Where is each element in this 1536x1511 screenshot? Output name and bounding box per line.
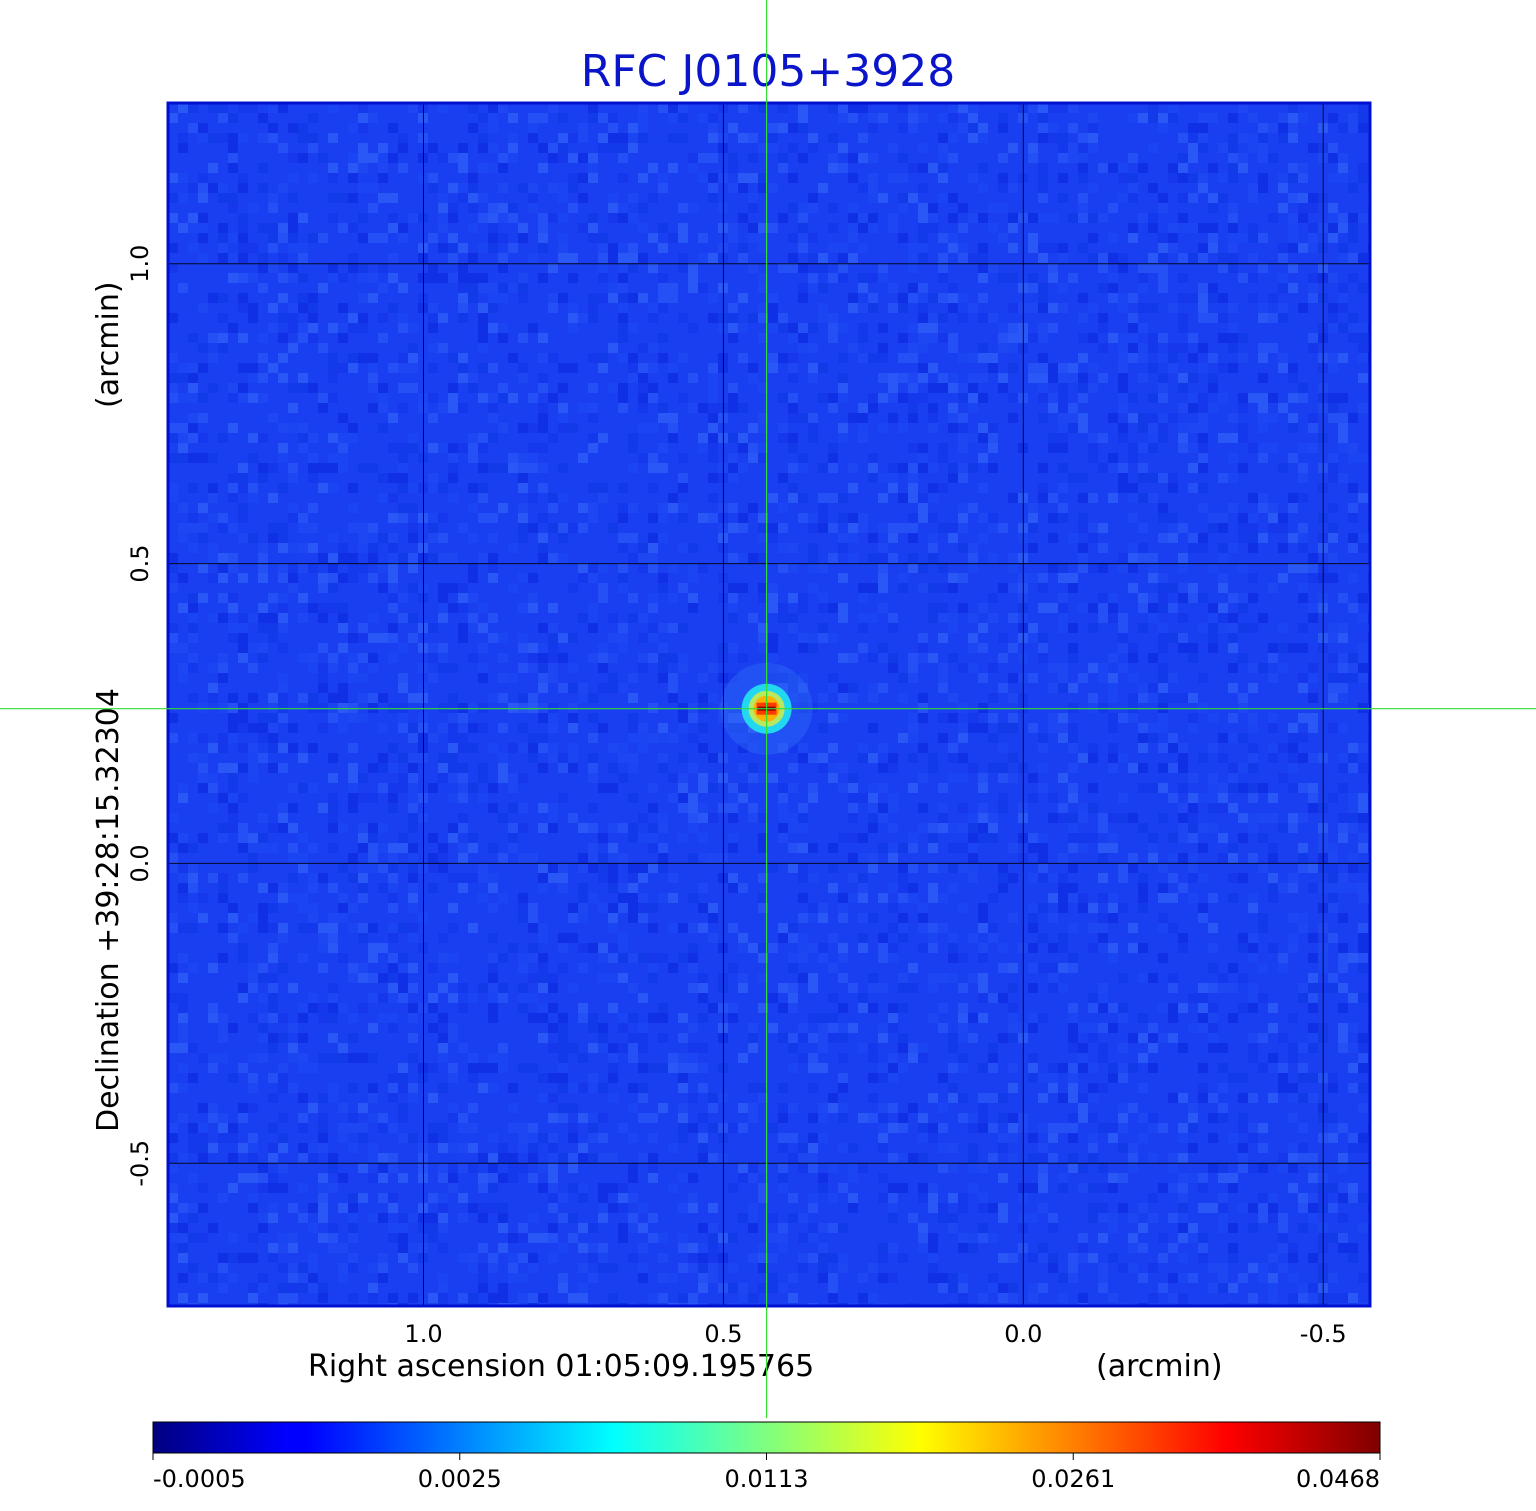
crosshair: [0, 0, 1536, 1418]
coordinate-grid: [168, 103, 1370, 1306]
colorbar-tick-label-0: -0.0005: [153, 1465, 246, 1493]
x-tick-label-3: -0.5: [1300, 1320, 1347, 1348]
colorbar: -0.0005 0.0025 0.0113 0.0261 0.0468: [152, 1421, 1381, 1493]
y-tick-label-1: 0.5: [126, 544, 154, 582]
colorbar-tick-label-2: 0.0113: [725, 1465, 809, 1493]
colorbar-tick-labels: -0.0005 0.0025 0.0113 0.0261 0.0468: [152, 1453, 1381, 1493]
y-tick-label-3: -0.5: [126, 1140, 154, 1187]
y-axis-label: Declination +39:28:15.32304: [91, 688, 126, 1132]
chart-title: RFC J0105+3928: [581, 46, 955, 97]
x-axis-unit: (arcmin): [1096, 1349, 1223, 1384]
y-tick-label-0: 1.0: [126, 245, 154, 283]
colorbar-tick-label-3: 0.0261: [1031, 1465, 1115, 1493]
x-axis-label: Right ascension 01:05:09.195765: [308, 1349, 814, 1384]
colorbar-gradient: [152, 1421, 1381, 1454]
x-tick-labels: 1.0 0.5 0.0 -0.5: [404, 1320, 1346, 1348]
plot-area: [166, 101, 1372, 1308]
y-tick-labels: 1.0 0.5 0.0 -0.5: [126, 245, 154, 1187]
y-axis-unit: (arcmin): [91, 281, 126, 408]
colorbar-tick-label-4: 0.0468: [1296, 1465, 1380, 1493]
plot-frame: [166, 101, 1372, 1308]
x-tick-label-1: 0.5: [704, 1320, 742, 1348]
colorbar-tick-label-1: 0.0025: [418, 1465, 502, 1493]
x-tick-label-0: 1.0: [404, 1320, 442, 1348]
y-tick-label-2: 0.0: [126, 844, 154, 882]
x-tick-label-2: 0.0: [1004, 1320, 1042, 1348]
